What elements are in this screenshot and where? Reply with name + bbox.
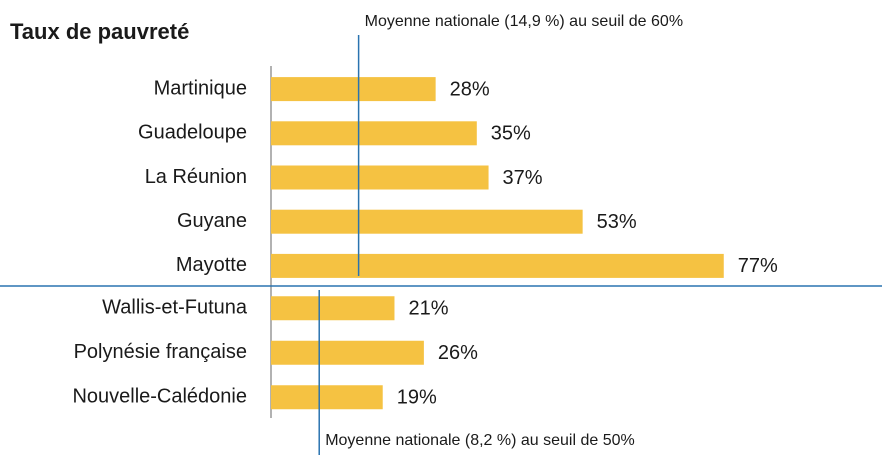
bar [271,121,477,146]
value-label: 77% [738,255,778,277]
category-label: Guadeloupe [138,122,247,144]
bar [271,253,724,278]
category-label: La Réunion [145,166,247,188]
reference-label: Moyenne nationale (8,2 %) au seuil de 50… [325,432,635,449]
bar [271,165,489,190]
value-label: 37% [503,167,543,189]
value-label: 21% [408,298,448,320]
bar [271,340,424,365]
value-label: 28% [450,78,490,100]
category-label: Nouvelle-Calédonie [72,386,247,408]
value-label: 53% [597,211,637,233]
category-label: Guyane [177,210,247,232]
reference-label: Moyenne nationale (14,9 %) au seuil de 6… [365,13,683,30]
category-label: Wallis-et-Futuna [102,297,248,319]
value-label: 26% [438,342,478,364]
bar [271,77,436,102]
value-label: 35% [491,123,531,145]
category-label: Polynésie française [74,341,247,363]
category-label: Mayotte [176,254,247,276]
bar [271,209,583,234]
chart-title: Taux de pauvreté [10,19,189,44]
value-label: 19% [397,387,437,409]
category-label: Martinique [154,77,247,99]
bar [271,385,383,410]
bar [271,296,395,321]
